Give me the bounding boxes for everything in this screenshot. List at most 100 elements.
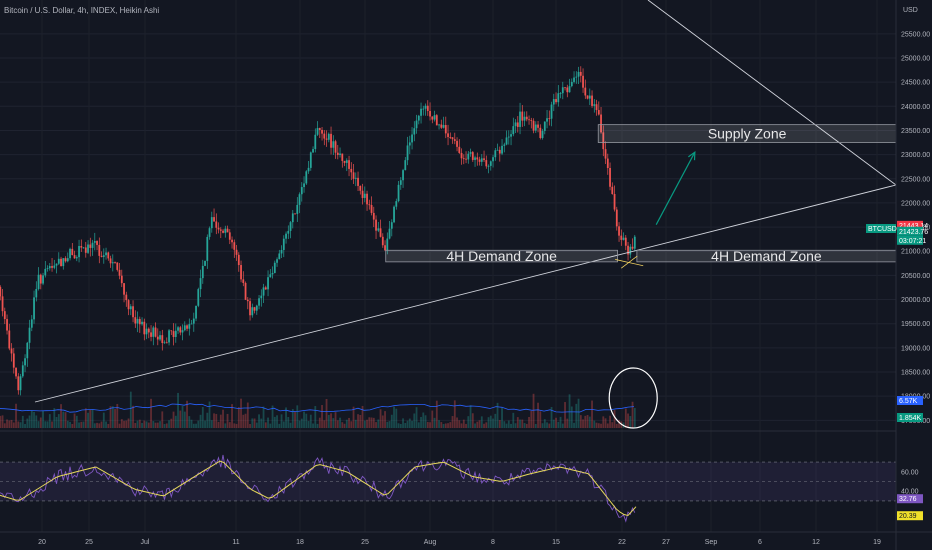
volume-bar [474,423,476,428]
candle-body [417,115,420,121]
candle-body [516,122,519,127]
volume-bar [451,416,454,428]
candle-body [388,228,391,239]
volume-bar [555,417,557,428]
volume-bar [332,418,335,428]
volume-bar [260,418,263,428]
candle-body [10,348,13,354]
candle-body [422,108,425,110]
candle-body [64,258,67,262]
candle-body [258,298,260,306]
volume-bar [537,402,539,428]
candle-body [534,124,537,131]
volume-bar [494,413,497,428]
candle-body [492,157,494,162]
candle-body [116,262,119,270]
candle-body [415,120,418,129]
candle-body [548,118,551,120]
y-tick-label: 25500.00 [901,31,930,38]
candle-body [168,330,170,343]
volume-bar [116,403,119,428]
candle-body [485,160,488,167]
volume-bar [327,414,330,428]
volume-bar [615,423,618,428]
volume-bar [478,420,481,428]
candle-body [564,87,566,89]
candle-body [541,130,544,138]
volume-bar [512,412,515,428]
volume-bar [375,422,377,428]
volume-bar [633,408,636,428]
candle-body [309,152,312,168]
candle-body [633,236,636,249]
volume-bar [390,414,393,428]
candle-body [177,327,179,331]
candle-body [460,152,463,159]
candle-body [584,87,587,96]
volume-bar [361,405,364,428]
y-tick-label: 21000.00 [901,249,930,256]
candle-body [42,275,44,284]
candle-body [46,268,49,270]
candle-body [339,153,341,155]
volume-bar [496,402,499,428]
volume-bar [363,420,366,428]
volume-bar [15,403,17,428]
candle-body [132,306,134,318]
candle-body [278,253,281,260]
candle-body [501,145,503,154]
candle-body [487,165,490,167]
volume-bar [134,422,137,428]
candle-body [316,128,319,135]
candle-body [89,244,92,248]
x-tick-label: 20 [38,539,46,546]
candle-body [480,158,483,162]
volume-bar [415,407,418,428]
volume-bar [222,409,224,428]
candle-body [546,118,548,122]
volume-bar [300,418,303,428]
volume-bar [377,419,380,428]
candle-body [314,134,317,150]
volume-bar [501,407,503,428]
volume-bar [213,413,215,428]
price-badge [897,494,923,504]
volume-bar [577,398,580,428]
volume-bar [303,411,305,428]
volume-bar [154,422,157,428]
volume-bar [359,414,362,428]
volume-bar [352,406,355,428]
volume-bar [422,412,425,428]
volume-bar [444,423,447,428]
candle-body [152,327,155,337]
volume-bar [372,417,375,428]
candle-body [233,242,236,250]
candle-body [368,204,371,206]
candle-body [30,319,33,328]
candle-body [75,257,78,259]
candle-body [402,170,404,181]
volume-bar [429,422,431,428]
volume-bar [411,420,413,428]
x-tick-label: 22 [618,539,626,546]
candle-body [395,201,398,207]
volume-bar [399,423,402,428]
candle-body [363,193,366,198]
candle-body [620,235,623,240]
volume-bar [8,420,11,428]
candle-body [154,327,157,337]
volume-bar [123,420,125,428]
volume-bar [145,421,148,428]
volume-bar [64,412,67,428]
candle-body [226,228,229,233]
volume-bar [289,422,292,428]
y-tick-label: 25000.00 [901,55,930,62]
volume-bar [606,423,609,428]
candle-body [213,217,215,222]
price-badge-label: 21443.14 [899,223,928,230]
candle-body [537,124,539,128]
candle-body [359,185,362,191]
volume-bar [568,394,571,428]
volume-bar [413,413,416,428]
